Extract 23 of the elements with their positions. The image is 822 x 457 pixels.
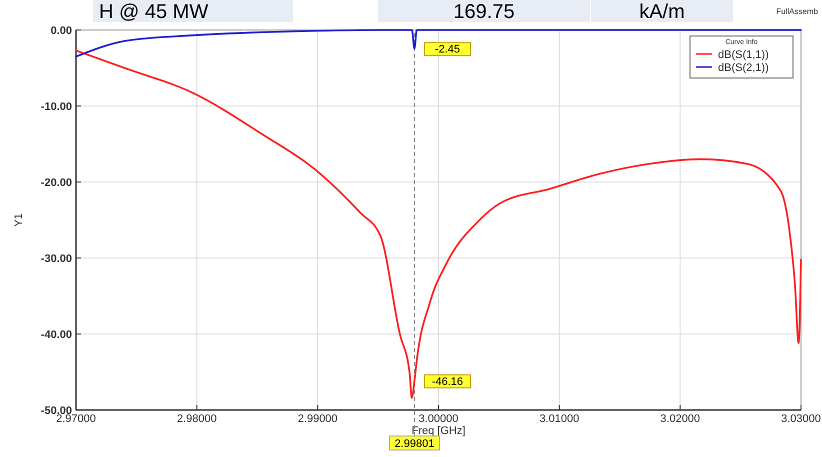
y-tick-label: -40.00 <box>40 329 72 341</box>
x-axis-title: Freq [GHz] <box>412 425 466 437</box>
legend-label: dB(S(1,1)) <box>718 49 769 61</box>
x-tick-label: 3.01000 <box>539 413 580 425</box>
text: FullAssemb <box>776 7 819 16</box>
text: 169.75 <box>453 1 515 23</box>
annotation: -46.16 <box>432 376 464 388</box>
y-tick-label: -30.00 <box>40 253 72 265</box>
y-tick-label: -20.00 <box>40 177 72 189</box>
annotation: -2.45 <box>434 44 460 56</box>
y-tick-label: 0.00 <box>50 25 72 37</box>
legend-label: dB(S(2,1)) <box>718 62 769 74</box>
x-tick-label: 3.02000 <box>660 413 700 425</box>
x-tick-label: 3.03000 <box>781 413 821 425</box>
text: kA/m <box>639 1 685 23</box>
x-tick-label: 2.97000 <box>56 413 96 425</box>
x-tick-label: 2.98000 <box>176 413 217 425</box>
y-tick-label: -10.00 <box>40 101 72 113</box>
x-tick-label: 3.00000 <box>418 413 458 425</box>
y-axis-title: Y1 <box>13 213 25 227</box>
text: H @ 45 MW <box>99 1 208 23</box>
x-tick-label: 2.99000 <box>298 413 338 425</box>
ref-line-label: 2.99801 <box>394 438 434 450</box>
